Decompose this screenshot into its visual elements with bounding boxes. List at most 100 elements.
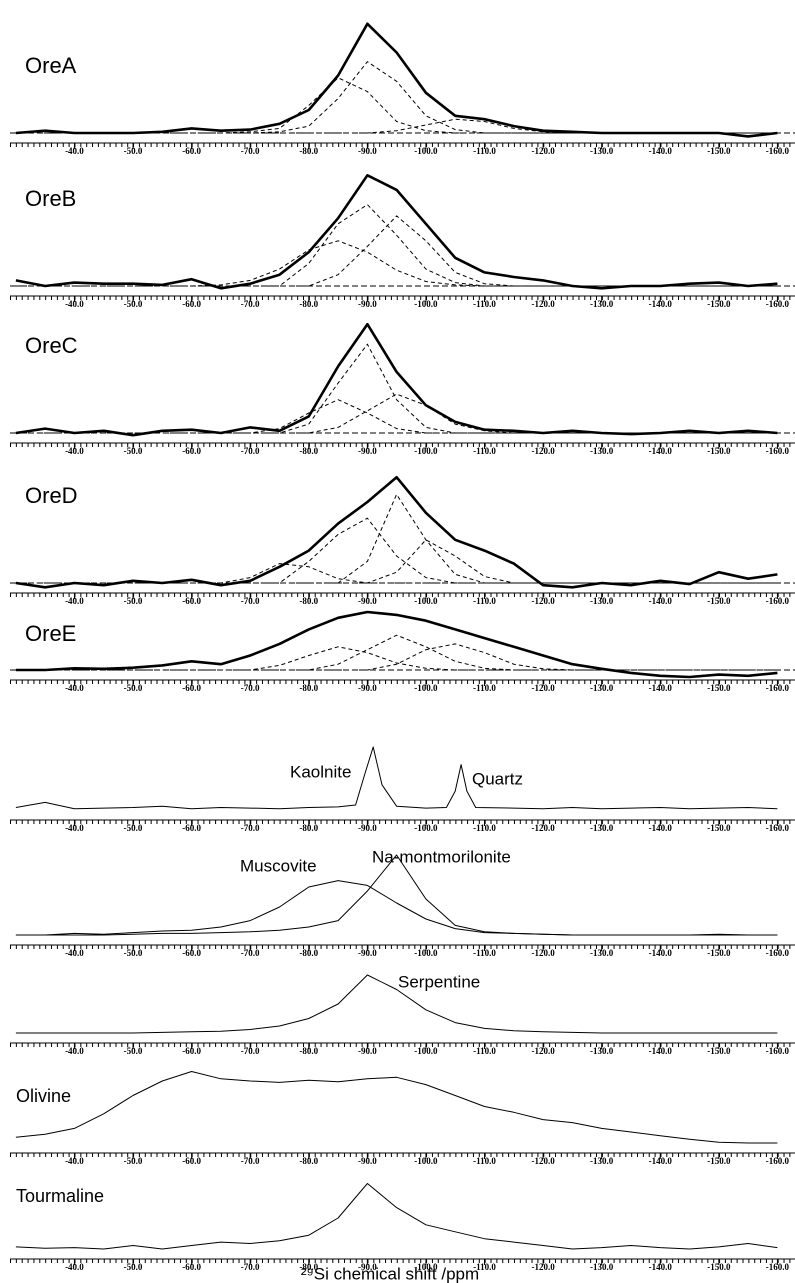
x-tick-label: -90.0 [358, 823, 377, 833]
x-tick-label: -150.0 [707, 683, 731, 693]
fit-component [15, 517, 778, 584]
series-label: Muscovite [240, 856, 317, 875]
x-tick-label: -150.0 [707, 1262, 731, 1272]
x-tick-label: -90.0 [358, 948, 377, 958]
x-tick-label: -130.0 [590, 299, 614, 309]
x-tick-label: -60.0 [182, 1262, 201, 1272]
annotation: Kaolnite [290, 762, 351, 781]
x-tick-label: -80.0 [299, 1156, 318, 1166]
x-tick-label: -150.0 [707, 299, 731, 309]
x-tick-label: -70.0 [241, 683, 260, 693]
fit-component [15, 634, 778, 671]
x-tick-label: -60.0 [182, 823, 201, 833]
x-tick-label: -130.0 [590, 823, 614, 833]
series-label: Serpentine [398, 972, 480, 991]
x-tick-label: -140.0 [649, 596, 673, 606]
x-tick-label: -110.0 [473, 299, 496, 309]
fit-component [15, 539, 778, 584]
fit-component [15, 493, 778, 584]
x-tick-label: -160.0 [766, 823, 790, 833]
panel-title: Tourmaline [16, 1186, 104, 1206]
x-tick-label: -60.0 [182, 1156, 201, 1166]
x-tick-label: -40.0 [65, 683, 84, 693]
x-tick-label: -120.0 [531, 299, 555, 309]
x-tick-label: -130.0 [590, 146, 614, 156]
fit-component [15, 563, 778, 584]
x-tick-label: -80.0 [299, 823, 318, 833]
x-tick-label: -140.0 [649, 1156, 673, 1166]
x-tick-label: -50.0 [124, 1156, 143, 1166]
x-tick-label: -80.0 [299, 299, 318, 309]
x-tick-label: -130.0 [590, 1262, 614, 1272]
x-tick-label: -120.0 [531, 948, 555, 958]
x-tick-label: -120.0 [531, 823, 555, 833]
x-tick-label: -140.0 [649, 299, 673, 309]
x-tick-label: -70.0 [241, 146, 260, 156]
x-tick-label: -100.0 [414, 446, 438, 456]
series-label: Na-montmorilonite [372, 847, 511, 866]
fit-component [15, 643, 778, 671]
x-tick-label: -40.0 [65, 446, 84, 456]
x-tick-label: -90.0 [358, 446, 377, 456]
x-tick-label: -70.0 [241, 596, 260, 606]
x-tick-label: -40.0 [65, 146, 84, 156]
x-tick-label: -140.0 [649, 948, 673, 958]
x-tick-label: -100.0 [414, 823, 438, 833]
x-tick-label: -110.0 [473, 948, 496, 958]
x-tick-label: -50.0 [124, 1046, 143, 1056]
x-tick-label: -50.0 [124, 1262, 143, 1272]
x-tick-label: -160.0 [766, 948, 790, 958]
x-tick-label: -90.0 [358, 299, 377, 309]
x-tick-label: -50.0 [124, 596, 143, 606]
x-tick-label: -160.0 [766, 299, 790, 309]
panel-title: OreE [25, 621, 76, 646]
x-tick-label: -110.0 [473, 1156, 496, 1166]
fit-component [15, 393, 778, 434]
x-tick-label: -50.0 [124, 146, 143, 156]
x-tick-label: -100.0 [414, 683, 438, 693]
x-tick-label: -100.0 [414, 299, 438, 309]
spectrum [15, 322, 778, 437]
x-tick-label: -50.0 [124, 948, 143, 958]
fit-component [15, 343, 778, 434]
x-tick-label: -60.0 [182, 1046, 201, 1056]
x-tick-label: -130.0 [590, 683, 614, 693]
x-tick-label: -120.0 [531, 596, 555, 606]
x-axis-label: ²⁹Si chemical shift /ppm [301, 1264, 479, 1283]
spectrum [15, 1071, 778, 1144]
x-tick-label: -70.0 [241, 299, 260, 309]
x-tick-label: -140.0 [649, 1046, 673, 1056]
x-tick-label: -110.0 [473, 823, 496, 833]
x-tick-label: -140.0 [649, 683, 673, 693]
spectrum [15, 880, 778, 936]
x-tick-label: -60.0 [182, 299, 201, 309]
x-tick-label: -90.0 [358, 596, 377, 606]
x-tick-label: -70.0 [241, 446, 260, 456]
x-tick-label: -50.0 [124, 446, 143, 456]
x-tick-label: -110.0 [473, 1262, 496, 1272]
panel-title: OreC [25, 333, 78, 358]
x-tick-label: -80.0 [299, 596, 318, 606]
x-tick-label: -80.0 [299, 1046, 318, 1056]
x-tick-label: -100.0 [414, 596, 438, 606]
x-tick-label: -150.0 [707, 1156, 731, 1166]
x-tick-label: -40.0 [65, 596, 84, 606]
x-tick-label: -110.0 [473, 1046, 496, 1056]
x-tick-label: -130.0 [590, 1156, 614, 1166]
x-tick-label: -40.0 [65, 1046, 84, 1056]
x-tick-label: -130.0 [590, 596, 614, 606]
x-tick-label: -80.0 [299, 446, 318, 456]
x-tick-label: -90.0 [358, 1156, 377, 1166]
x-tick-label: -110.0 [473, 446, 496, 456]
x-tick-label: -40.0 [65, 1156, 84, 1166]
x-tick-label: -80.0 [299, 948, 318, 958]
spectrum [15, 475, 778, 589]
fit-component [15, 77, 778, 134]
x-tick-label: -160.0 [766, 683, 790, 693]
x-tick-label: -110.0 [473, 683, 496, 693]
x-tick-label: -150.0 [707, 146, 731, 156]
x-tick-label: -50.0 [124, 683, 143, 693]
panel-title: OreD [25, 483, 78, 508]
spectrum [15, 1183, 778, 1250]
fit-component [15, 399, 778, 434]
